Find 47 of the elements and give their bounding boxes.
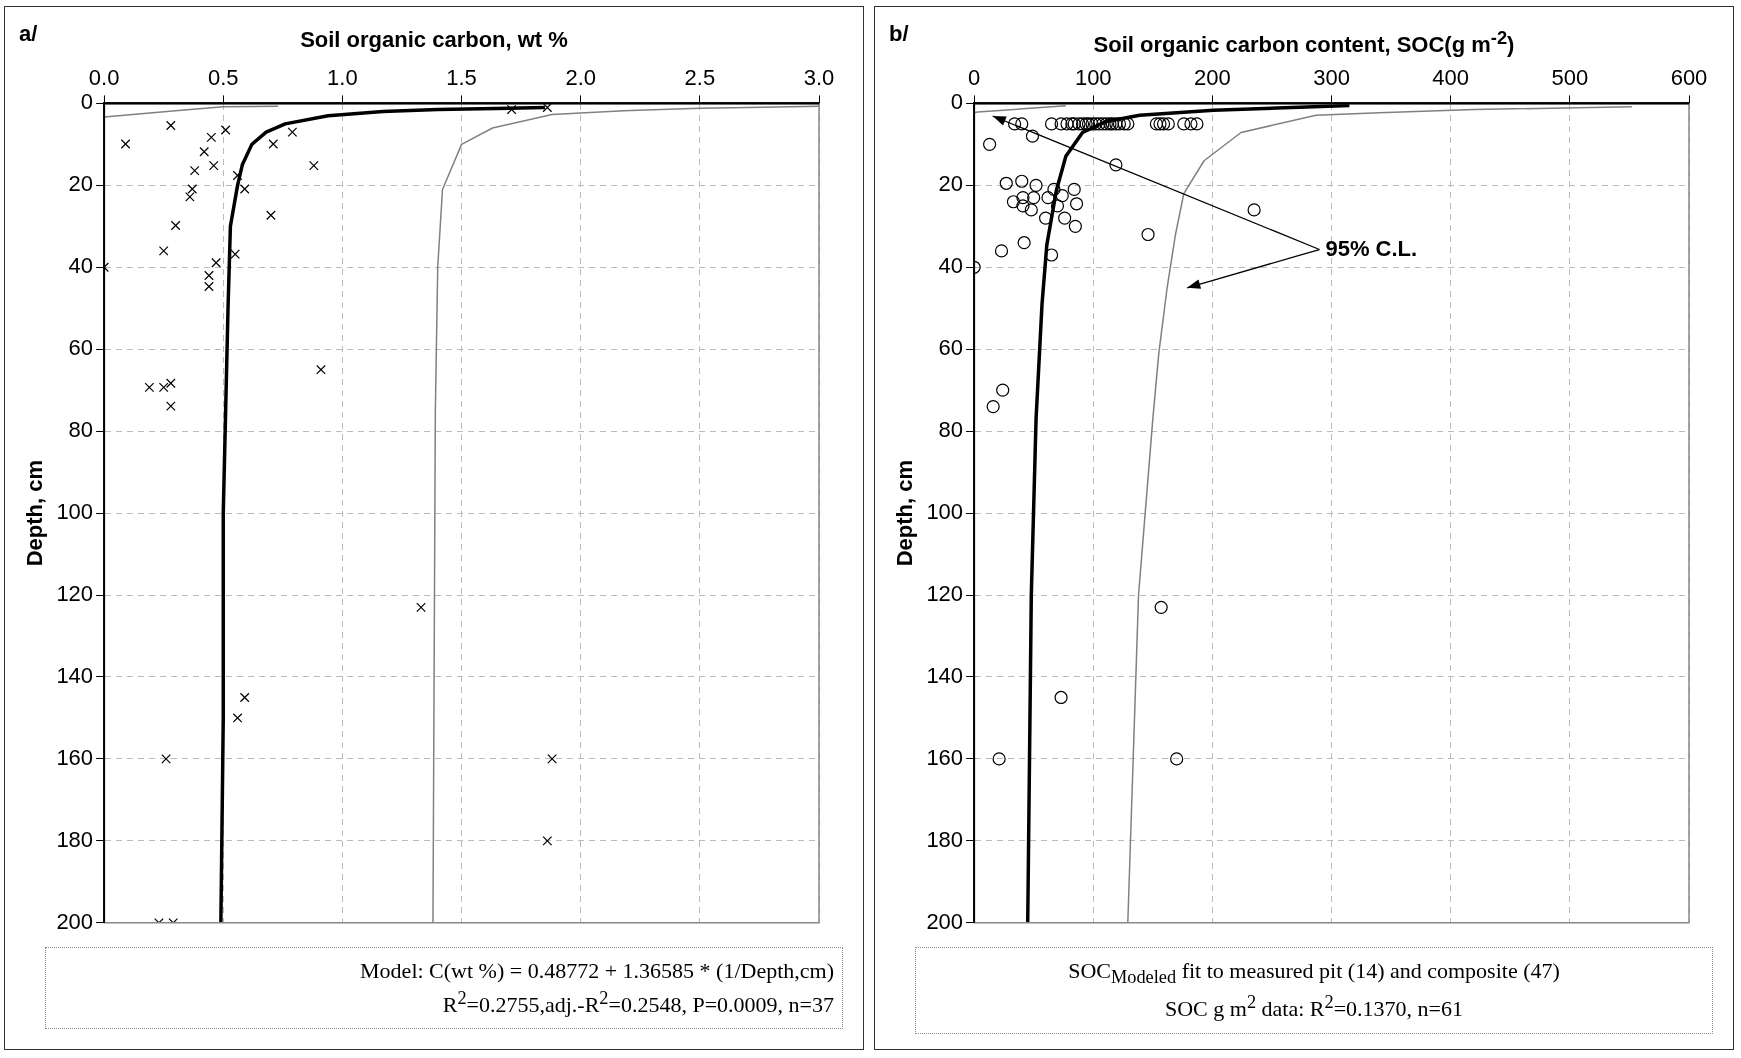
y-tick-label: 160 xyxy=(926,744,964,770)
y-tick-label: 120 xyxy=(926,581,964,607)
y-tick-label: 60 xyxy=(68,335,94,361)
annotation: 95% C.L. xyxy=(1325,235,1418,261)
text: SOC g m$^{2}$ data: R$^{2}$=0.1370, n=61 xyxy=(1164,992,1464,1023)
x-tick-label: 600 xyxy=(1670,65,1708,91)
text: a/ xyxy=(19,21,38,47)
x-axis-title: Soil organic carbon content, SOC(g m$^{-2}$) xyxy=(1093,27,1515,58)
text: b/ xyxy=(889,21,909,47)
y-tick-label: 40 xyxy=(68,253,94,279)
y-tick-label: 200 xyxy=(56,908,94,934)
text: SOC$_{Modeled}$ fit to measured pit (14) and composite (47) xyxy=(1067,958,1561,989)
y-tick-label: 60 xyxy=(938,335,964,361)
y-tick-label: 180 xyxy=(926,826,964,852)
x-tick-label: 1.0 xyxy=(327,65,358,91)
y-tick-label: 20 xyxy=(938,171,964,197)
x-tick-label: 1.5 xyxy=(446,65,477,91)
y-axis-title: Depth, cm xyxy=(22,459,48,567)
y-tick-label: 0 xyxy=(950,89,964,115)
y-tick-label: 40 xyxy=(938,253,964,279)
text: R$^{2}$=0.2755,adj.-R$^{2}$=0.2548, P=0.0009, n=37 xyxy=(441,988,834,1019)
x-tick-label: 3.0 xyxy=(803,65,835,91)
x-tick-label: 2.5 xyxy=(684,65,716,91)
y-tick-label: 20 xyxy=(68,171,94,197)
text: Model: C(wt %) = 0.48772 + 1.36585 * (1/Depth,cm) xyxy=(359,958,834,984)
y-axis-title: Depth, cm xyxy=(892,459,918,567)
y-tick-label: 160 xyxy=(56,744,94,770)
x-tick-label: 200 xyxy=(1194,65,1231,91)
x-tick-label: 2.0 xyxy=(565,65,596,91)
y-tick-label: 80 xyxy=(938,417,964,443)
y-tick-label: 180 xyxy=(56,826,94,852)
y-tick-label: 140 xyxy=(56,663,94,689)
y-tick-label: 100 xyxy=(926,499,964,525)
y-tick-label: 200 xyxy=(926,908,964,934)
y-tick-label: 100 xyxy=(56,499,94,525)
x-tick-label: 0 xyxy=(967,65,981,91)
x-tick-label: 400 xyxy=(1432,65,1470,91)
y-tick-label: 80 xyxy=(68,417,94,443)
y-tick-label: 140 xyxy=(926,663,964,689)
x-tick-label: 0.5 xyxy=(207,65,239,91)
x-tick-label: 300 xyxy=(1313,65,1350,91)
x-tick-label: 0.0 xyxy=(88,65,120,91)
y-tick-label: 0 xyxy=(80,89,94,115)
y-tick-label: 120 xyxy=(56,581,94,607)
x-tick-label: 500 xyxy=(1551,65,1589,91)
x-tick-label: 100 xyxy=(1074,65,1112,91)
x-axis-title: Soil organic carbon, wt % xyxy=(300,27,568,52)
